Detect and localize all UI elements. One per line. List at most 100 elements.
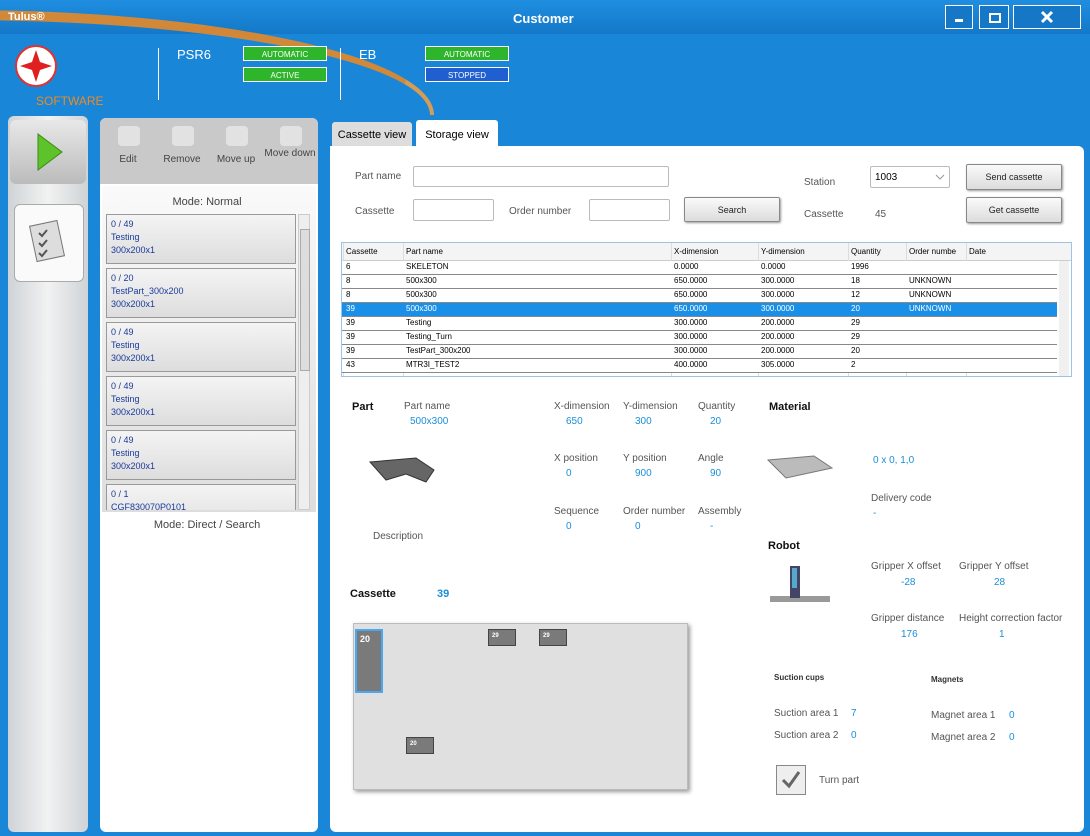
material-image [766,455,834,479]
field-label: Gripper Y offset [959,561,1029,572]
column-header[interactable]: Order numbe [909,247,957,256]
table-row[interactable]: 39 TestPart_300x200 300.0000 200.0000 20 [342,345,1057,359]
field-value: 176 [901,629,918,640]
field-label: X position [554,453,598,464]
slot-selected[interactable]: 20 [355,629,383,693]
field-value: 28 [994,577,1006,588]
close-button[interactable] [1013,5,1081,29]
tab-active[interactable]: Storage view [416,120,498,148]
column-header[interactable]: Part name [406,247,443,256]
list-item[interactable]: 0 / 49 Testing 300x200x1 [106,214,296,264]
list-item[interactable]: 0 / 20 TestPart_300x200 300x200x1 [106,268,296,318]
table-cell: 500x300 [406,276,437,285]
label: Cassette [804,209,844,220]
get-cassette-button[interactable]: Get cassette [966,197,1062,223]
column-header[interactable]: Y-dimension [761,247,805,256]
field-label: Height correction factor [959,613,1063,624]
subsection-title: Suction cups [774,673,825,682]
separator [340,48,341,100]
window-title: Customer [513,11,574,26]
status-badge: STOPPED [425,67,509,82]
table-cell: 6 [346,262,351,271]
machine-name: PSR6 [177,47,211,62]
table-cell: 29 [851,332,860,341]
toolbar-icon[interactable] [226,126,248,146]
send-cassette-button[interactable]: Send cassette [966,164,1062,190]
maximize-button[interactable] [979,5,1009,29]
table-cell: 200.0000 [761,318,795,327]
field-value: -28 [901,577,916,588]
slot[interactable]: 20 [406,737,434,754]
table-cell: 0.0000 [761,262,786,271]
table-cell: 300.0000 [761,290,795,299]
field-value: - [710,521,714,532]
toolbar-icon[interactable] [280,126,302,146]
value: 45 [875,209,887,220]
table-cell: 8 [346,290,351,299]
field-value: 0 [635,521,641,532]
field-value: 1 [999,629,1005,640]
checklist-icon [28,219,66,263]
turn-part-checkbox[interactable] [776,765,806,795]
tab[interactable]: Cassette view [332,122,412,146]
mode-footer: Mode: Direct / Search [153,519,261,531]
table-cell: UNKNOWN [909,290,952,299]
column-header[interactable]: Cassette [346,247,378,256]
table-cell: 500x300 [406,290,437,299]
table-cell: 305.0000 [761,360,795,369]
icon [1040,10,1054,24]
table-cell: 650.0000 [674,290,708,299]
list-item[interactable]: 0 / 49 Testing 300x200x1 [106,376,296,426]
toolbar-label: Edit [119,154,137,165]
list-item[interactable]: 0 / 49 Testing 300x200x1 [106,430,296,480]
field-label: Sequence [554,506,600,517]
run-button[interactable] [10,120,86,184]
status-badge: AUTOMATIC [243,46,327,61]
table-cell: 500x300 [406,304,437,313]
table-row[interactable]: 8 500x300 650.0000 300.0000 18 UNKNOWN [342,275,1057,289]
table-row[interactable]: 39 Testing_Turn 300.0000 200.0000 29 [342,331,1057,345]
cassette-input[interactable] [413,199,494,221]
table-row[interactable]: 6 SKELETON 0.0000 0.0000 1996 [342,261,1057,275]
table-cell: UNKNOWN [909,304,952,313]
part-name-input[interactable] [413,166,669,187]
table-row[interactable]: 8 500x300 650.0000 300.0000 12 UNKNOWN [342,289,1057,303]
column-header[interactable]: X-dimension [674,247,719,256]
toolbar-icon[interactable] [172,126,194,146]
table-cell: 2 [851,360,856,369]
field-value: 0 [566,468,572,479]
table-cell: 400.0000 [674,360,708,369]
station-select[interactable]: 1003 [870,166,950,188]
list-item[interactable]: 0 / 1 CGF830070P0101 [106,484,296,510]
table-cell: 200.0000 [761,346,795,355]
search-button[interactable]: Search [684,197,780,222]
field-value: 0 x 0, 1,0 [873,455,915,466]
logo-text: SOFTWARE [36,94,104,108]
table-row[interactable]: 43 MTR3I_TEST2 400.0000 305.0000 2 [342,359,1057,373]
slot[interactable]: 29 [488,629,516,646]
column-header[interactable]: Date [969,247,986,256]
field-label: Assembly [698,506,742,517]
minimize-button[interactable] [945,5,973,29]
column-header[interactable]: Quantity [851,247,881,256]
table-cell: 18 [851,276,860,285]
field-value: - [873,508,877,519]
table-row[interactable]: 39 Testing 300.0000 200.0000 29 [342,317,1057,331]
table-cell: 12 [851,290,860,299]
toolbar-icon[interactable] [118,126,140,146]
icon [955,19,963,22]
scrollbar[interactable] [298,214,310,510]
item-size: 300x200x1 [111,461,156,471]
list-item[interactable]: 0 / 49 Testing 300x200x1 [106,322,296,372]
label: Order number [509,206,572,217]
slot[interactable]: 29 [539,629,567,646]
item-size: 300x200x1 [111,299,156,309]
order-number-input[interactable] [589,199,670,221]
section-title: Part [352,401,374,413]
field-label: Gripper X offset [871,561,941,572]
table-cell: 39 [346,332,355,341]
toolbar-label: Move down [264,148,316,159]
table-cell: 200.0000 [761,332,795,341]
checklist-button[interactable] [14,204,84,282]
table-row-selected[interactable]: 39 500x300 650.0000 300.0000 20 UNKNOWN [342,303,1057,317]
